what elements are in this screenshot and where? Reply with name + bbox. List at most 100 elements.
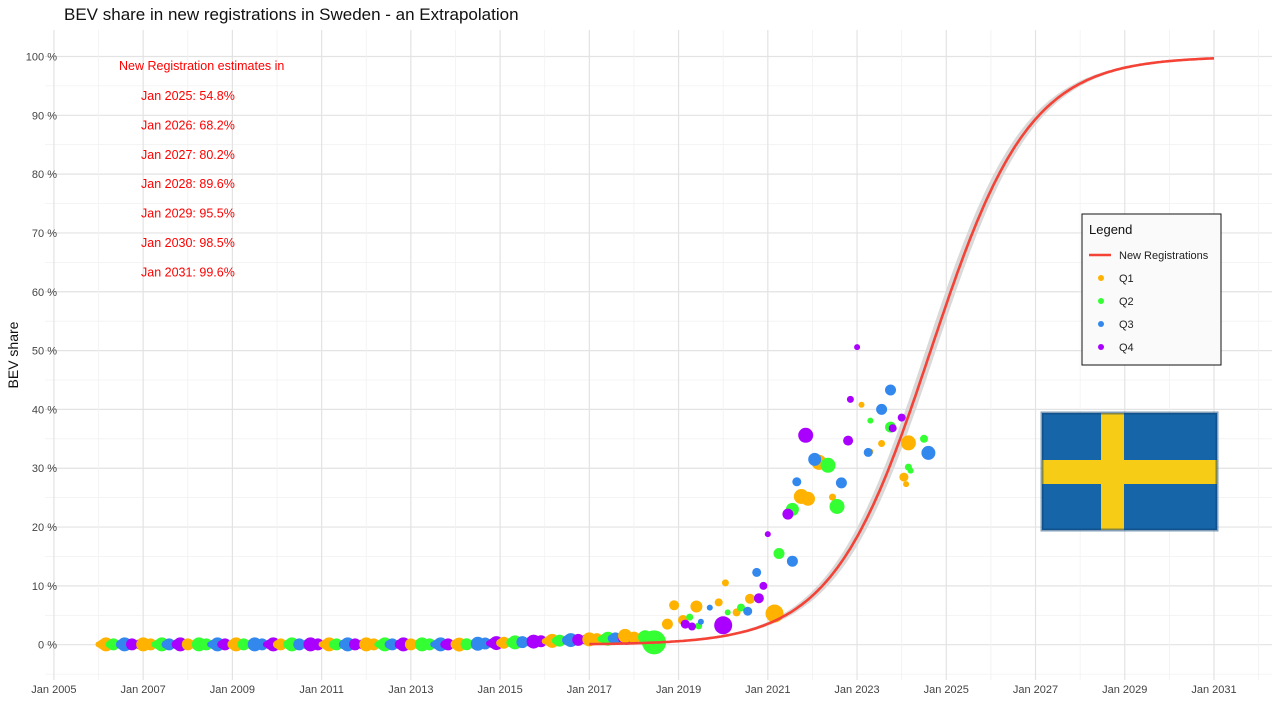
x-tick-label: Jan 2005 <box>31 684 76 696</box>
legend-label: Q1 <box>1119 273 1134 285</box>
data-point-q2 <box>724 609 731 616</box>
legend-label: Q2 <box>1119 296 1134 308</box>
data-point-q2 <box>904 463 912 471</box>
data-point-q4 <box>897 413 906 422</box>
data-point-q1 <box>745 593 755 604</box>
fit-line-group <box>589 57 1215 646</box>
data-point-early <box>274 638 287 651</box>
x-tick-label: Jan 2031 <box>1191 684 1236 696</box>
estimate-line: Jan 2027: 80.2% <box>141 148 235 162</box>
data-point-q3 <box>863 447 873 457</box>
estimate-line: Jan 2025: 54.8% <box>141 89 235 103</box>
legend-key-point <box>1098 275 1104 281</box>
x-tick-label: Jan 2019 <box>656 684 701 696</box>
estimates-heading: New Registration estimates in <box>119 59 284 73</box>
data-point-early <box>163 638 176 651</box>
legend-label: New Registrations <box>1119 250 1209 262</box>
sweden-flag-icon <box>1040 411 1219 532</box>
data-point-early <box>293 638 306 651</box>
data-point-early <box>386 638 399 651</box>
chart-title: BEV share in new registrations in Sweden… <box>64 5 519 24</box>
x-tick-label: Jan 2029 <box>1102 684 1147 696</box>
x-tick-label: Jan 2013 <box>388 684 433 696</box>
data-point-q1 <box>690 600 703 613</box>
data-point-q4 <box>854 344 861 351</box>
data-point-q4 <box>753 593 764 604</box>
estimate-line: Jan 2029: 95.5% <box>141 207 235 221</box>
data-point-q1 <box>899 472 909 482</box>
x-tick-label: Jan 2007 <box>121 684 166 696</box>
y-tick-label: 50 % <box>32 346 57 358</box>
x-axis-ticks: Jan 2005 Jan 2007 Jan 2009 Jan 2011 Jan 2013… <box>31 684 1236 696</box>
estimate-line: Jan 2028: 89.6% <box>141 177 235 191</box>
y-tick-label: 30 % <box>32 463 57 475</box>
legend: Legend New Registrations Q1 Q2 Q3 Q4 <box>1081 213 1222 366</box>
y-tick-label: 100 % <box>26 51 57 63</box>
data-point-q2 <box>686 613 694 621</box>
data-point-q3 <box>885 384 896 396</box>
data-point-early <box>442 638 455 651</box>
y-tick-label: 90 % <box>32 110 57 122</box>
data-point-q1 <box>900 435 916 451</box>
estimate-line: Jan 2026: 68.2% <box>141 118 235 132</box>
data-point-q3 <box>835 477 847 489</box>
data-point-q4 <box>846 395 854 403</box>
y-tick-label: 70 % <box>32 228 57 240</box>
legend-box <box>1081 213 1222 366</box>
y-tick-label: 80 % <box>32 169 57 181</box>
y-tick-label: 40 % <box>32 404 57 416</box>
data-point-q2 <box>920 434 928 443</box>
data-point-q1 <box>829 493 836 501</box>
data-point-early <box>367 638 380 651</box>
fit-line <box>589 57 1215 646</box>
data-point-q4 <box>714 616 733 635</box>
legend-key-point <box>1098 344 1104 350</box>
data-point-q3 <box>808 452 822 466</box>
x-tick-label: Jan 2023 <box>834 684 879 696</box>
data-point-q4 <box>680 619 690 629</box>
legend-label: Q3 <box>1119 319 1134 331</box>
data-point-q3 <box>876 403 888 415</box>
y-tick-label: 0 % <box>38 640 57 652</box>
data-point-q1 <box>669 600 680 611</box>
data-point-early <box>237 638 250 651</box>
data-point-early <box>349 638 362 651</box>
legend-label: Q4 <box>1119 342 1134 354</box>
y-axis-label: BEV share <box>5 321 21 388</box>
data-point-q4 <box>798 427 814 443</box>
data-point-q4 <box>764 531 771 538</box>
grid-lines <box>45 30 1272 680</box>
data-point-early <box>219 638 231 651</box>
data-point-q3 <box>743 606 753 616</box>
data-point-early <box>181 638 194 651</box>
x-tick-label: Jan 2009 <box>210 684 255 696</box>
data-point-early <box>311 638 324 651</box>
y-axis-ticks: 0 % 10 % 20 % 30 % 40 % 50 % 60 % 70 % 80 % 90 % 1… <box>26 51 57 651</box>
data-point-q4 <box>759 581 768 590</box>
data-point-early <box>330 638 343 651</box>
data-point-early <box>256 638 269 651</box>
x-tick-label: Jan 2015 <box>477 684 522 696</box>
data-point-q1 <box>714 598 723 607</box>
data-point-early <box>423 638 436 651</box>
data-point-early <box>144 638 157 651</box>
data-point-q1 <box>801 491 815 506</box>
data-point-q3 <box>697 618 704 625</box>
y-tick-label: 10 % <box>32 581 57 593</box>
x-tick-label: Jan 2025 <box>924 684 969 696</box>
data-point-early <box>479 637 492 650</box>
data-point-early <box>107 638 120 651</box>
x-tick-label: Jan 2011 <box>299 684 343 696</box>
x-tick-label: Jan 2017 <box>567 684 612 696</box>
data-point-q2 <box>867 417 874 424</box>
data-point-q2 <box>829 499 845 514</box>
data-point-q1 <box>903 481 910 488</box>
legend-title: Legend <box>1089 222 1132 237</box>
data-point-q2 <box>737 603 745 612</box>
y-tick-label: 20 % <box>32 522 57 534</box>
data-point-q1 <box>661 618 673 630</box>
data-point-q2 <box>820 457 836 473</box>
data-point-q4 <box>688 622 696 631</box>
data-point-q1 <box>858 401 865 408</box>
